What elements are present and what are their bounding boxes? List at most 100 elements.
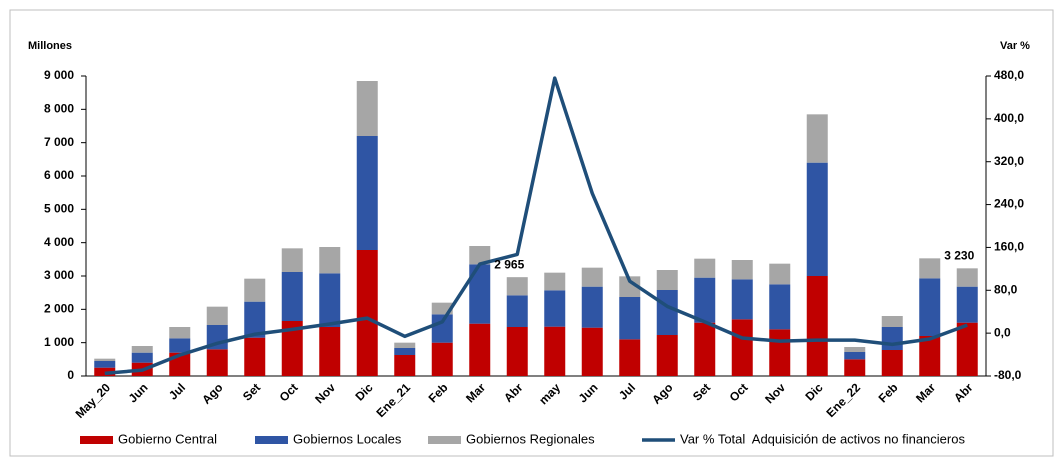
y-axis-title: Millones	[28, 40, 72, 52]
legend-label: Var % Total Adquisición de activos no fi…	[680, 431, 965, 446]
x-tick-label: Dic	[803, 380, 826, 403]
annotation: 3 230	[944, 249, 974, 263]
bar-segment	[581, 327, 603, 376]
bar-segment	[656, 270, 678, 290]
x-tick-label: Ene_21	[373, 380, 413, 420]
bar-segment	[619, 276, 641, 297]
y-tick-label: 6 000	[44, 168, 74, 182]
bar-segment	[356, 81, 378, 136]
y-tick-label: 7 000	[44, 135, 74, 149]
x-tick-label: Jul	[616, 380, 638, 402]
y2-tick-label: 400,0	[994, 111, 1024, 125]
bar-segment	[844, 352, 866, 360]
y-tick-label: 0	[67, 368, 74, 382]
bar-segment	[731, 260, 753, 280]
bar-segment	[806, 114, 828, 163]
bar-segment	[281, 321, 303, 376]
bar-segment	[881, 316, 903, 327]
legend-label: Gobierno Central	[118, 431, 217, 446]
x-tick-label: Set	[690, 380, 713, 403]
x-tick-label: Abr	[951, 380, 976, 405]
bar-segment	[694, 322, 716, 376]
x-tick-label: Nov	[312, 380, 338, 406]
bar-segment	[131, 352, 153, 363]
bar-segment	[431, 314, 453, 343]
bar-segment	[656, 335, 678, 376]
x-tick-label: Oct	[277, 380, 301, 404]
y-tick-label: 3 000	[44, 268, 74, 282]
x-tick-label: Jul	[166, 380, 188, 402]
y-tick-label: 9 000	[44, 68, 74, 82]
bar-segment	[169, 338, 191, 353]
bar-segment	[544, 290, 566, 327]
y2-axis-title: Var %	[1000, 40, 1030, 52]
legend-label: Gobiernos Regionales	[466, 431, 595, 446]
bar-segment	[919, 336, 941, 376]
bar-segment	[881, 327, 903, 350]
y2-tick-label: 160,0	[994, 240, 1024, 254]
bar-segment	[169, 327, 191, 339]
y2-tick-label: 480,0	[994, 68, 1024, 82]
bar-segment	[881, 350, 903, 376]
bar-segment	[469, 323, 491, 376]
bar-segment	[956, 322, 978, 376]
bar-segment	[956, 286, 978, 323]
bar-segment	[319, 327, 341, 376]
bar-segment	[806, 162, 828, 276]
bar-segment	[131, 346, 153, 353]
bar-segment	[769, 329, 791, 376]
y-tick-label: 2 000	[44, 302, 74, 316]
x-tick-label: Mar	[463, 380, 488, 405]
bar-segment	[431, 342, 453, 376]
bar-segment	[206, 306, 228, 325]
bar-segment	[281, 272, 303, 321]
bar-segment	[431, 302, 453, 315]
x-tick-label: Jun	[126, 380, 151, 405]
x-tick-label: Ene_22	[823, 380, 863, 420]
bar-segment	[619, 297, 641, 340]
bar-segment	[506, 277, 528, 296]
bar-segment	[319, 247, 341, 274]
x-tick-label: Nov	[762, 380, 788, 406]
y-tick-label: 4 000	[44, 235, 74, 249]
bar-segment	[844, 347, 866, 352]
bar-segment	[919, 278, 941, 336]
x-tick-label: Oct	[727, 380, 751, 404]
legend-swatch	[428, 436, 461, 444]
bar-segment	[244, 278, 266, 302]
y2-tick-label: -80,0	[994, 368, 1022, 382]
bar-segment	[581, 267, 603, 287]
bar-segment	[244, 337, 266, 376]
line	[104, 76, 968, 376]
x-tick-label: may	[536, 380, 563, 407]
y2-tick-label: 0,0	[994, 325, 1011, 339]
bar-segment	[394, 342, 416, 348]
y2-tick-label: 320,0	[994, 154, 1024, 168]
x-tick-label: May_20	[73, 380, 114, 421]
bar-segment	[281, 248, 303, 272]
bar-segment	[469, 246, 491, 265]
legend-label: Gobiernos Locales	[293, 431, 402, 446]
bar-segment	[731, 279, 753, 320]
x-tick-label: Feb	[876, 380, 901, 405]
legend-swatch	[80, 436, 113, 444]
y-tick-label: 8 000	[44, 102, 74, 116]
x-tick-label: Set	[240, 380, 263, 403]
y-tick-label: 1 000	[44, 335, 74, 349]
bar-segment	[544, 326, 566, 376]
bar-segment	[506, 295, 528, 327]
bar-segment	[506, 327, 528, 376]
bar-segment	[694, 258, 716, 278]
bar-segment	[844, 359, 866, 376]
y2-tick-label: 240,0	[994, 197, 1024, 211]
bar-segment	[956, 268, 978, 287]
x-tick-label: Feb	[426, 380, 451, 405]
bar-segment	[356, 136, 378, 250]
bar-segment	[544, 272, 566, 291]
bar-segment	[694, 277, 716, 323]
bar-segment	[769, 284, 791, 330]
bar-segment	[319, 273, 341, 327]
x-tick-label: Mar	[913, 380, 938, 405]
annotation: 2 965	[494, 257, 524, 271]
